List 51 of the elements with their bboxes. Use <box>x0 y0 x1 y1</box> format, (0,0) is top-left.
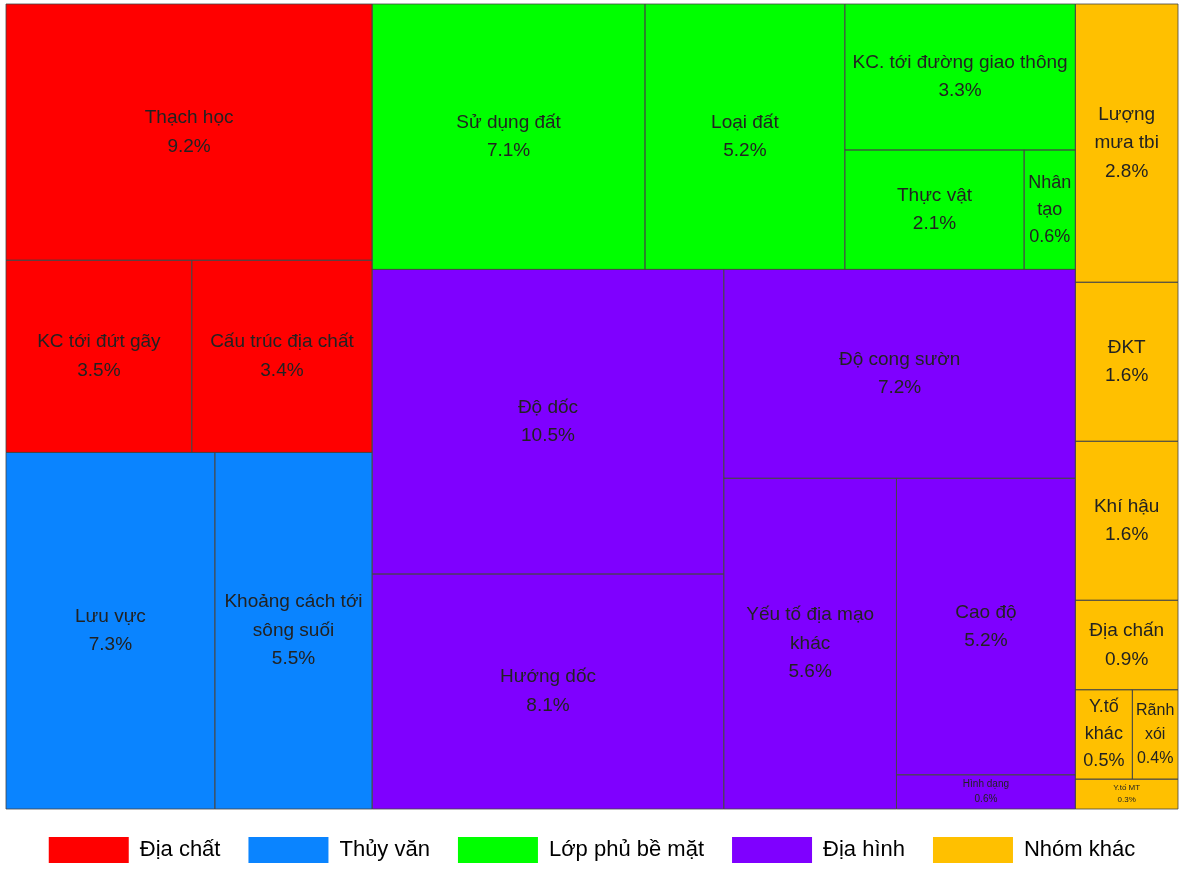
category-label: KC. tới đường giao thông <box>852 50 1068 72</box>
category-label: Loại đất <box>711 110 780 132</box>
data-label: 0.9% <box>1105 647 1149 669</box>
data-label: 7.2% <box>877 376 922 398</box>
data-label: 0.5% <box>1083 750 1125 771</box>
data-label: 5.6% <box>788 660 832 682</box>
category-label: Độ dốc <box>517 395 579 417</box>
category-label: Khí hậu <box>1093 494 1160 516</box>
category-label: Cao độ <box>955 600 1017 622</box>
data-label: 8.1% <box>526 694 570 715</box>
data-label: 2.1% <box>912 212 957 234</box>
data-label: 3.5% <box>77 358 121 380</box>
category-label: Địa chấn <box>1089 619 1165 640</box>
data-label: 7.3% <box>88 633 133 655</box>
category-label: Thạch học <box>144 106 234 128</box>
category-label: Lưu vực <box>74 604 146 626</box>
category-label: Cấu trúc địa chất <box>210 330 355 352</box>
data-label: 7.1% <box>486 139 531 161</box>
category-label: Yếu tố địa mạo khác <box>746 603 875 653</box>
data-label: 0.6% <box>974 793 998 805</box>
category-label: Nhân tạo <box>1028 171 1072 219</box>
category-label: ĐKT <box>1107 335 1147 357</box>
category-label: Y.tố MT <box>1113 783 1141 793</box>
data-label: 5.2% <box>723 139 767 161</box>
legend-label: Địa hình <box>823 836 905 862</box>
data-label: 0.6% <box>1029 225 1071 246</box>
category-label: Rãnh xói <box>1136 700 1175 742</box>
category-label: Thực vật <box>896 183 973 205</box>
category-label: Hướng dốc <box>499 665 596 687</box>
category-label: Độ cong sườn <box>838 347 961 369</box>
legend-label: Lớp phủ bề mặt <box>548 836 705 862</box>
data-label: 5.2% <box>964 629 1008 651</box>
data-label: 1.6% <box>1105 523 1149 545</box>
category-label: Khoảng cách tới sông suối <box>224 590 363 640</box>
data-label: 2.8% <box>1105 159 1149 181</box>
data-label: 3.4% <box>260 358 304 380</box>
category-label: KC tới đứt gãy <box>37 330 162 352</box>
legend-label: Nhóm khác <box>1023 836 1136 862</box>
legend-label: Thủy văn <box>339 836 430 862</box>
data-label: 0.4% <box>1136 748 1174 766</box>
category-label: Sử dụng đất <box>456 110 562 132</box>
category-label: Y.tố khác <box>1084 696 1123 744</box>
data-label: 10.5% <box>521 424 576 446</box>
category-label: Hình dạng <box>962 778 1010 790</box>
data-label: 0.3% <box>1117 795 1136 805</box>
legend-label: Địa chất <box>139 836 221 862</box>
data-label: 3.3% <box>938 79 982 101</box>
category-label: Lượng mưa tbi <box>1094 102 1159 153</box>
data-label: 5.5% <box>271 647 316 669</box>
data-label: 1.6% <box>1105 364 1149 386</box>
data-label: 9.2% <box>167 134 211 156</box>
